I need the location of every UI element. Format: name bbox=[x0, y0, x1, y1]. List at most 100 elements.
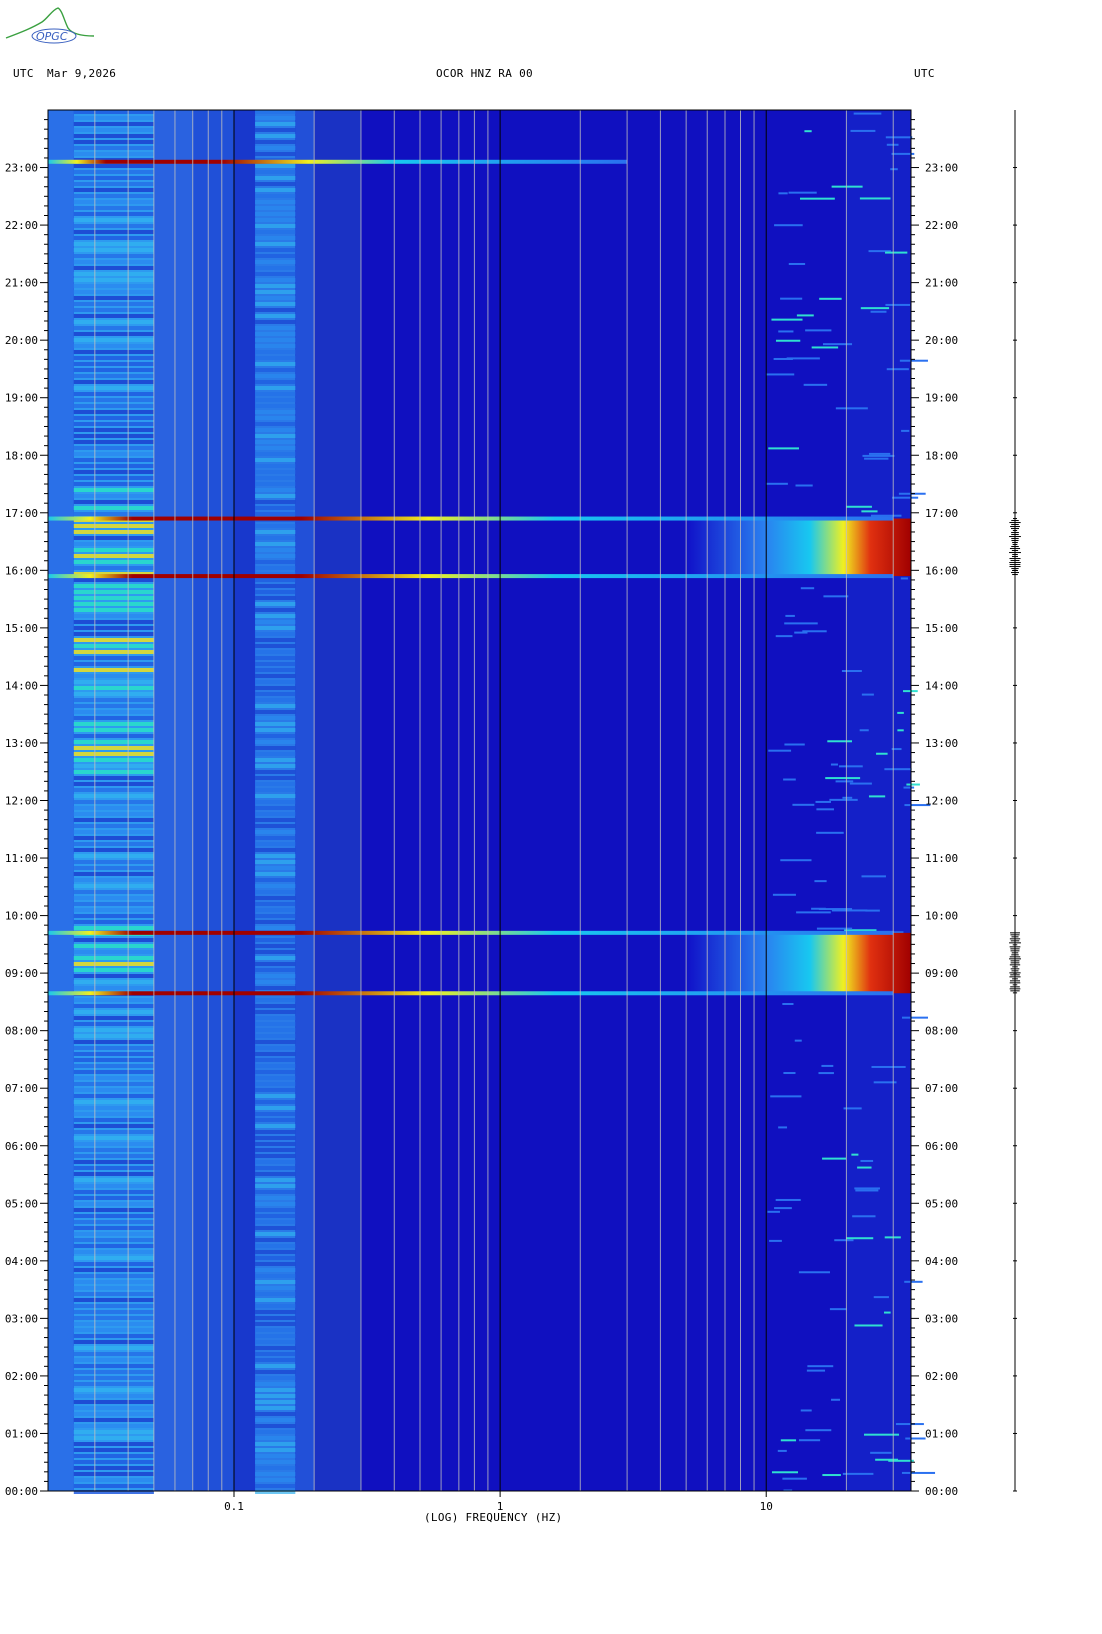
streak bbox=[73, 1142, 154, 1146]
streak bbox=[73, 758, 154, 762]
streak bbox=[73, 938, 154, 942]
streak bbox=[255, 764, 296, 768]
streak bbox=[255, 938, 296, 942]
noise-dash bbox=[902, 1016, 928, 1019]
streak bbox=[73, 260, 154, 264]
streak bbox=[73, 770, 154, 774]
y-tick-label-right: 14:00 bbox=[925, 679, 958, 692]
streak bbox=[73, 980, 154, 984]
streak bbox=[73, 782, 154, 786]
noise-dash bbox=[843, 1107, 862, 1110]
spectrogram-background bbox=[48, 110, 911, 1491]
streak bbox=[73, 248, 154, 252]
streak bbox=[255, 374, 296, 378]
noise-dash bbox=[886, 368, 909, 371]
y-tick-label-right: 03:00 bbox=[925, 1312, 958, 1325]
streak bbox=[255, 512, 296, 516]
y-tick-label-left: 21:00 bbox=[5, 277, 38, 290]
streak bbox=[255, 416, 296, 420]
streak bbox=[255, 704, 296, 708]
streak bbox=[73, 1004, 154, 1008]
streak bbox=[255, 1292, 296, 1296]
streak bbox=[255, 1118, 296, 1122]
noise-dash bbox=[888, 1459, 914, 1462]
x-tick-label: 0.1 bbox=[224, 1500, 244, 1513]
streak bbox=[255, 488, 296, 492]
noise-dash bbox=[811, 346, 839, 349]
streak bbox=[73, 1256, 154, 1260]
streak bbox=[255, 1232, 296, 1236]
streak bbox=[73, 194, 154, 198]
noise-dash bbox=[834, 1239, 854, 1242]
noise-dash bbox=[796, 911, 831, 914]
streak bbox=[73, 338, 154, 342]
streak bbox=[255, 974, 296, 978]
y-tick-label-left: 10:00 bbox=[5, 910, 38, 923]
y-tick-label-left: 07:00 bbox=[5, 1082, 38, 1095]
noise-dash bbox=[875, 1458, 899, 1461]
noise-dash bbox=[778, 330, 794, 333]
streak bbox=[73, 542, 154, 546]
noise-dash bbox=[860, 307, 890, 310]
streak bbox=[73, 752, 154, 756]
streak bbox=[255, 674, 296, 678]
streak bbox=[73, 1490, 154, 1494]
streak bbox=[255, 1244, 296, 1248]
high-frequency-noise bbox=[766, 112, 936, 1492]
streak bbox=[255, 698, 296, 702]
streak bbox=[73, 1190, 154, 1194]
frequency-band bbox=[48, 110, 74, 1491]
streak bbox=[73, 962, 154, 966]
streak bbox=[255, 266, 296, 270]
streak bbox=[255, 452, 296, 456]
y-tick-label-right: 07:00 bbox=[925, 1082, 958, 1095]
streak bbox=[255, 476, 296, 480]
streak bbox=[73, 806, 154, 810]
streak bbox=[73, 716, 154, 720]
noise-dash bbox=[835, 780, 854, 783]
streak bbox=[255, 866, 296, 870]
streak bbox=[255, 914, 296, 918]
streak bbox=[73, 920, 154, 924]
y-tick-label-right: 16:00 bbox=[925, 564, 958, 577]
streak bbox=[255, 770, 296, 774]
streak bbox=[73, 1466, 154, 1470]
noise-dash bbox=[770, 1095, 802, 1098]
streak bbox=[73, 440, 154, 444]
noise-dash bbox=[850, 129, 876, 132]
streak bbox=[255, 998, 296, 1002]
noise-dash bbox=[792, 803, 815, 806]
streak bbox=[255, 314, 296, 318]
noise-dash bbox=[795, 484, 813, 487]
streak bbox=[255, 590, 296, 594]
noise-dash bbox=[857, 1166, 872, 1169]
left-utc-label: UTC bbox=[13, 67, 34, 80]
noise-dash bbox=[864, 457, 889, 460]
streak bbox=[255, 470, 296, 474]
streak bbox=[255, 230, 296, 234]
streak bbox=[73, 1016, 154, 1020]
noise-dash bbox=[780, 297, 803, 300]
logo-text: OPGC bbox=[36, 30, 68, 43]
streak bbox=[73, 1130, 154, 1134]
streak bbox=[73, 1160, 154, 1164]
event-line bbox=[48, 930, 894, 935]
streak bbox=[73, 242, 154, 246]
streak bbox=[73, 914, 154, 918]
streak bbox=[73, 812, 154, 816]
streak bbox=[73, 458, 154, 462]
station-title: OCOR HNZ RA 00 bbox=[436, 67, 533, 80]
streak bbox=[255, 548, 296, 552]
streak bbox=[73, 1070, 154, 1074]
streak bbox=[73, 1010, 154, 1014]
streak bbox=[73, 1442, 154, 1446]
streak bbox=[73, 446, 154, 450]
streak bbox=[255, 1430, 296, 1434]
y-tick-label-right: 21:00 bbox=[925, 277, 958, 290]
streak bbox=[255, 1256, 296, 1260]
streak bbox=[73, 392, 154, 396]
event-line bbox=[48, 574, 894, 579]
streak bbox=[73, 404, 154, 408]
streak bbox=[255, 494, 296, 498]
streak bbox=[73, 1100, 154, 1104]
